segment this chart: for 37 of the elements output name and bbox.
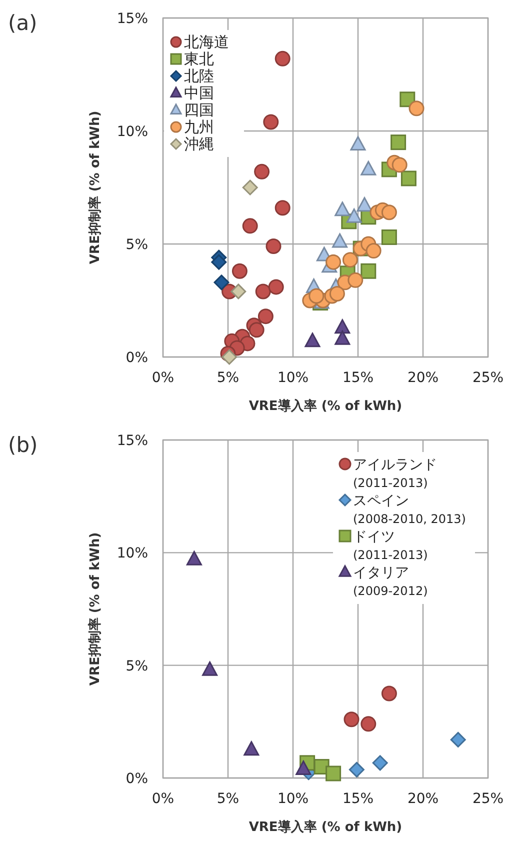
legend-label: 北陸 — [184, 67, 214, 85]
x-axis-title: VRE導入率 (% of kWh) — [248, 819, 402, 835]
legend-label: イタリア (2009-2012) — [353, 565, 428, 598]
x-tick-label: 15% — [342, 370, 374, 386]
y-axis-title: VRE抑制率 (% of kWh) — [87, 532, 103, 686]
legend-label: 四国 — [184, 101, 214, 119]
y-tick-label: 15% — [116, 433, 148, 449]
legend-label: 中国 — [184, 84, 214, 102]
x-tick-label: 25% — [472, 370, 504, 386]
y-axis-title: VRE抑制率 (% of kWh) — [87, 110, 103, 264]
legend-label: 北海道 — [184, 33, 229, 51]
x-tick-label: 15% — [342, 791, 374, 807]
x-tick-label: 0% — [152, 791, 174, 807]
legend-label: 沖縄 — [184, 135, 214, 153]
y-tick-label: 0% — [126, 350, 148, 366]
legend-label: アイルランド (2011-2013) — [353, 457, 437, 490]
legend-label: 東北 — [184, 50, 214, 68]
x-tick-label: 20% — [407, 791, 439, 807]
y-tick-label: 10% — [116, 124, 148, 140]
legend-label: ドイツ (2011-2013) — [353, 529, 428, 562]
y-tick-label: 5% — [126, 237, 148, 253]
legend-label: スペイン (2008-2010, 2013) — [353, 493, 466, 526]
x-tick-label: 5% — [216, 791, 240, 807]
y-tick-label: 10% — [116, 546, 148, 562]
x-tick-label: 20% — [407, 370, 439, 386]
y-tick-label: 15% — [116, 11, 148, 27]
x-tick-label: 5% — [216, 370, 240, 386]
x-tick-label: 10% — [277, 791, 309, 807]
chart-title: (b) — [8, 433, 38, 457]
x-tick-label: 0% — [152, 370, 174, 386]
chart-title: (a) — [8, 11, 38, 35]
x-tick-label: 10% — [277, 370, 309, 386]
legend-label: 九州 — [184, 118, 214, 136]
x-axis-title: VRE導入率 (% of kWh) — [248, 398, 402, 414]
y-tick-label: 0% — [126, 771, 148, 787]
x-tick-label: 25% — [472, 791, 504, 807]
y-tick-label: 5% — [126, 658, 148, 674]
